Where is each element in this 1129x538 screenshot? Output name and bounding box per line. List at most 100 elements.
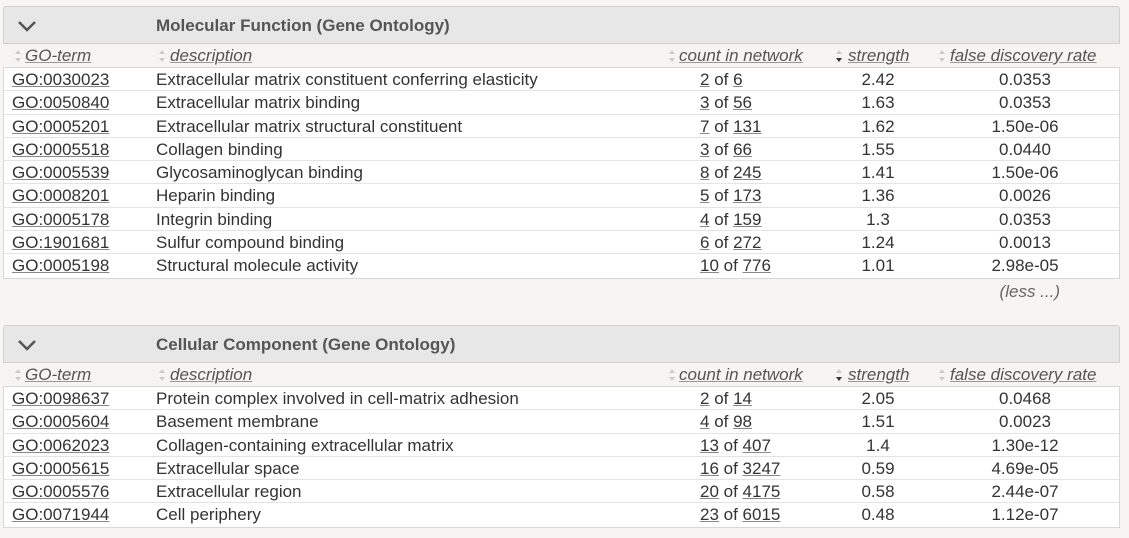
- sort-desc-icon[interactable]: [836, 369, 842, 381]
- table-row[interactable]: GO:0005518 Collagen binding 3 of 66 1.55 0.0…: [4, 138, 1119, 162]
- column-header-strength[interactable]: strength: [848, 46, 910, 65]
- less-link[interactable]: (less ...): [999, 281, 1060, 301]
- table-row[interactable]: GO:0050840 Extracellular matrix binding 3 …: [4, 91, 1119, 115]
- go-term-link[interactable]: GO:0005604: [12, 412, 110, 432]
- sort-both-icon[interactable]: [159, 369, 165, 381]
- table-row[interactable]: GO:0005178 Integrin binding 4 of 159 1.3 0.0…: [4, 208, 1119, 232]
- total-link[interactable]: 14: [733, 389, 753, 408]
- total-link[interactable]: 407: [742, 435, 771, 455]
- table-row[interactable]: GO:0098637 Protein complex involved in ce…: [4, 387, 1119, 411]
- column-header-count[interactable]: count in network: [679, 46, 803, 65]
- total-link[interactable]: 6: [733, 70, 743, 89]
- count-link[interactable]: 4: [700, 412, 710, 432]
- column-header-fdr[interactable]: false discovery rate: [950, 365, 1097, 384]
- total-link[interactable]: 66: [733, 139, 753, 159]
- strength-value: 2.05: [861, 389, 895, 408]
- total-link[interactable]: 776: [742, 256, 771, 276]
- go-term-link[interactable]: GO:0008201: [12, 186, 110, 206]
- table-row[interactable]: GO:0005576 Extracellular region 20 of 4175…: [4, 480, 1119, 504]
- count-separator: of: [718, 458, 743, 478]
- count-in-network: 6 of 272: [700, 233, 761, 253]
- count-separator: of: [709, 233, 734, 253]
- count-separator: of: [709, 70, 734, 89]
- total-link[interactable]: 56: [733, 93, 753, 113]
- column-header-term[interactable]: GO-term: [25, 46, 92, 65]
- section-header[interactable]: Molecular Function (Gene Ontology): [3, 6, 1120, 44]
- table-row[interactable]: GO:0071944 Cell periphery 23 of 6015 0.48 1.…: [4, 503, 1119, 526]
- count-link[interactable]: 5: [700, 186, 710, 206]
- table-row[interactable]: GO:0062023 Collagen-containing extracellu…: [4, 434, 1119, 457]
- term-description: Extracellular matrix structural constitu…: [156, 116, 463, 136]
- go-term-link[interactable]: GO:0062023: [12, 435, 110, 455]
- count-in-network: 2 of 6: [700, 70, 743, 90]
- total-link[interactable]: 3247: [742, 458, 781, 478]
- table-row[interactable]: GO:1901681 Sulfur compound binding 6 of 27…: [4, 231, 1119, 255]
- count-link[interactable]: 16: [700, 458, 719, 478]
- count-in-network: 10 of 776: [700, 256, 771, 276]
- sort-both-icon[interactable]: [15, 50, 21, 62]
- total-link[interactable]: 173: [733, 186, 762, 206]
- section-header[interactable]: Cellular Component (Gene Ontology): [3, 325, 1120, 363]
- table-row[interactable]: GO:0005198 Structural molecule activity 10…: [4, 254, 1119, 277]
- count-link[interactable]: 13: [700, 435, 719, 455]
- go-term-link[interactable]: GO:0005539: [12, 163, 110, 183]
- go-term-link[interactable]: GO:0005576: [12, 482, 110, 502]
- table-row[interactable]: GO:0005201 Extracellular matrix structura…: [4, 115, 1119, 138]
- chevron-down-icon[interactable]: [16, 19, 38, 33]
- chevron-down-icon[interactable]: [16, 338, 38, 352]
- go-term-link[interactable]: GO:0005178: [12, 209, 110, 229]
- table-row[interactable]: GO:0030023 Extracellular matrix constitue…: [4, 68, 1119, 92]
- go-term-link[interactable]: GO:0005198: [12, 256, 110, 276]
- column-header-fdr[interactable]: false discovery rate: [950, 46, 1097, 65]
- strength-value: 0.59: [861, 458, 895, 478]
- fdr-value: 4.69e-05: [991, 458, 1059, 478]
- count-link[interactable]: 7: [700, 116, 710, 136]
- sort-both-icon[interactable]: [939, 50, 945, 62]
- count-link[interactable]: 4: [700, 209, 710, 229]
- count-link[interactable]: 3: [700, 93, 710, 113]
- table-row[interactable]: GO:0005604 Basement membrane 4 of 98 1.51 0.…: [4, 410, 1119, 434]
- sort-both-icon[interactable]: [669, 50, 675, 62]
- go-term-link[interactable]: GO:1901681: [12, 233, 110, 253]
- sort-both-icon[interactable]: [159, 50, 165, 62]
- go-term-link[interactable]: GO:0005518: [12, 139, 110, 159]
- strength-value: 1.55: [861, 139, 895, 159]
- count-link[interactable]: 3: [700, 139, 710, 159]
- term-description: Extracellular space: [156, 458, 300, 478]
- count-link[interactable]: 8: [700, 163, 710, 183]
- total-link[interactable]: 131: [733, 116, 762, 136]
- sort-desc-icon[interactable]: [836, 50, 842, 62]
- count-in-network: 4 of 159: [700, 210, 761, 230]
- total-link[interactable]: 245: [733, 163, 762, 183]
- strength-value: 1.01: [861, 256, 895, 276]
- count-link[interactable]: 2: [700, 389, 710, 408]
- column-header-description[interactable]: description: [170, 365, 253, 384]
- table-row[interactable]: GO:0005615 Extracellular space 16 of 3247 0…: [4, 457, 1119, 481]
- column-header-count[interactable]: count in network: [679, 365, 803, 384]
- go-term-link[interactable]: GO:0071944: [12, 505, 110, 525]
- count-link[interactable]: 6: [700, 233, 710, 253]
- column-header-description[interactable]: description: [170, 46, 253, 65]
- count-link[interactable]: 23: [700, 505, 719, 525]
- go-term-link[interactable]: GO:0098637: [12, 389, 110, 408]
- sort-both-icon[interactable]: [15, 369, 21, 381]
- column-header-strength[interactable]: strength: [848, 365, 910, 384]
- table-row[interactable]: GO:0005539 Glycosaminoglycan binding 8 of …: [4, 161, 1119, 185]
- count-link[interactable]: 20: [700, 482, 719, 502]
- total-link[interactable]: 4175: [742, 482, 781, 502]
- sort-both-icon[interactable]: [939, 369, 945, 381]
- total-link[interactable]: 98: [733, 412, 753, 432]
- sort-both-icon[interactable]: [669, 369, 675, 381]
- go-term-link[interactable]: GO:0005201: [12, 116, 110, 136]
- go-term-link[interactable]: GO:0030023: [12, 70, 110, 89]
- count-link[interactable]: 10: [700, 256, 719, 276]
- go-term-link[interactable]: GO:0050840: [12, 93, 110, 113]
- count-link[interactable]: 2: [700, 70, 710, 89]
- table-row[interactable]: GO:0008201 Heparin binding 5 of 173 1.36 0.0…: [4, 184, 1119, 208]
- column-header-term[interactable]: GO-term: [25, 365, 92, 384]
- total-link[interactable]: 272: [733, 233, 762, 253]
- fdr-value: 0.0026: [999, 186, 1051, 206]
- go-term-link[interactable]: GO:0005615: [12, 458, 110, 478]
- total-link[interactable]: 159: [733, 209, 762, 229]
- total-link[interactable]: 6015: [742, 505, 781, 525]
